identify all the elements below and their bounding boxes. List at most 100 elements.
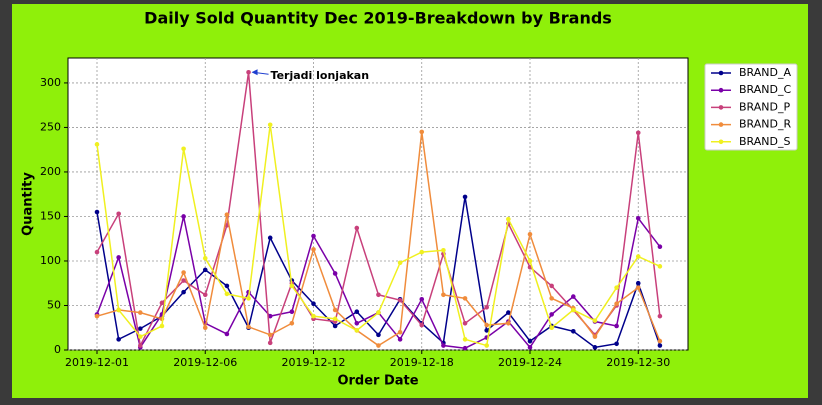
data-point [657, 264, 663, 269]
y-axis-label: Quantity [21, 172, 36, 236]
x-tick-label: 2019-12-30 [606, 356, 670, 369]
data-point [246, 296, 251, 301]
data-point [635, 280, 641, 286]
data-point [332, 307, 338, 313]
data-point [116, 307, 121, 313]
data-point [354, 320, 360, 326]
data-point [224, 291, 230, 297]
legend-marker [718, 87, 724, 93]
legend-label: BRAND_S [739, 135, 790, 148]
data-point [592, 318, 598, 323]
data-point [267, 332, 273, 338]
data-point [397, 260, 403, 266]
data-point [311, 233, 316, 239]
data-point [116, 211, 121, 217]
data-point [397, 297, 403, 303]
data-point [484, 304, 490, 310]
data-point [462, 337, 468, 342]
data-point [527, 231, 533, 237]
data-point [657, 313, 663, 319]
data-point [527, 258, 533, 264]
data-point [267, 122, 273, 128]
annotation-arrowhead [251, 69, 258, 76]
data-point [376, 292, 381, 298]
data-point [376, 310, 381, 315]
x-tick-label: 2019-12-06 [173, 356, 237, 369]
data-point [332, 316, 338, 322]
data-point [116, 337, 121, 342]
data-point [202, 267, 208, 273]
data-point [202, 325, 208, 331]
data-point [441, 292, 446, 298]
data-point [635, 130, 641, 136]
data-point [549, 312, 554, 317]
data-point [506, 216, 511, 222]
data-point [571, 329, 576, 334]
data-point [571, 307, 576, 313]
data-point [462, 345, 468, 351]
data-point [484, 328, 490, 333]
data-point [289, 309, 295, 315]
y-tick-label: 100 [40, 254, 61, 267]
data-point [592, 334, 598, 339]
y-tick-label: 50 [47, 298, 61, 311]
x-tick-label: 2019-12-01 [65, 356, 129, 369]
data-point [419, 296, 425, 302]
x-tick-label: 2019-12-18 [390, 356, 454, 369]
x-tick-label: 2019-12-12 [282, 356, 346, 369]
data-point [657, 343, 663, 348]
data-point [181, 289, 186, 295]
data-point [332, 323, 338, 329]
data-point [527, 338, 533, 344]
data-point [484, 343, 490, 348]
data-point [657, 338, 663, 344]
data-point [592, 345, 598, 350]
data-point [441, 343, 446, 348]
data-point [138, 334, 143, 339]
data-point [267, 313, 273, 319]
y-tick-label: 150 [40, 209, 61, 222]
legend-label: BRAND_A [739, 66, 791, 79]
data-point [267, 340, 273, 346]
x-axis-label: Order Date [337, 374, 418, 389]
data-point [462, 296, 468, 301]
data-point [94, 313, 100, 319]
data-point [441, 247, 446, 253]
data-point [354, 225, 360, 231]
y-tick-label: 250 [40, 120, 61, 133]
data-point [246, 324, 251, 330]
data-point [224, 331, 230, 337]
data-point [462, 194, 468, 200]
data-point [224, 283, 230, 289]
data-point [397, 337, 403, 342]
y-tick-label: 0 [54, 343, 61, 356]
plot-area [67, 57, 689, 351]
data-point [94, 209, 100, 215]
data-point [94, 142, 100, 147]
data-point [311, 301, 316, 307]
data-point [246, 69, 251, 75]
data-point [571, 294, 576, 299]
data-point [549, 296, 554, 301]
legend-marker [718, 70, 724, 76]
chart-title: Daily Sold Quantity Dec 2019-Breakdown b… [144, 9, 612, 28]
legend-marker [718, 122, 724, 127]
data-point [419, 129, 425, 135]
legend-marker [718, 139, 724, 145]
legend-label: BRAND_P [739, 100, 790, 113]
data-point [267, 235, 273, 241]
data-point [138, 343, 143, 348]
data-point [462, 320, 468, 326]
legend-marker [718, 105, 724, 110]
legend-label: BRAND_C [739, 83, 791, 96]
y-tick-label: 300 [40, 76, 61, 89]
annotation: Terjadi lonjakan [271, 69, 370, 82]
data-point [181, 270, 186, 275]
data-point [657, 244, 663, 250]
data-point [159, 300, 165, 306]
data-point [635, 285, 641, 290]
data-point [397, 329, 403, 335]
data-point [311, 247, 316, 252]
data-point [549, 283, 554, 289]
